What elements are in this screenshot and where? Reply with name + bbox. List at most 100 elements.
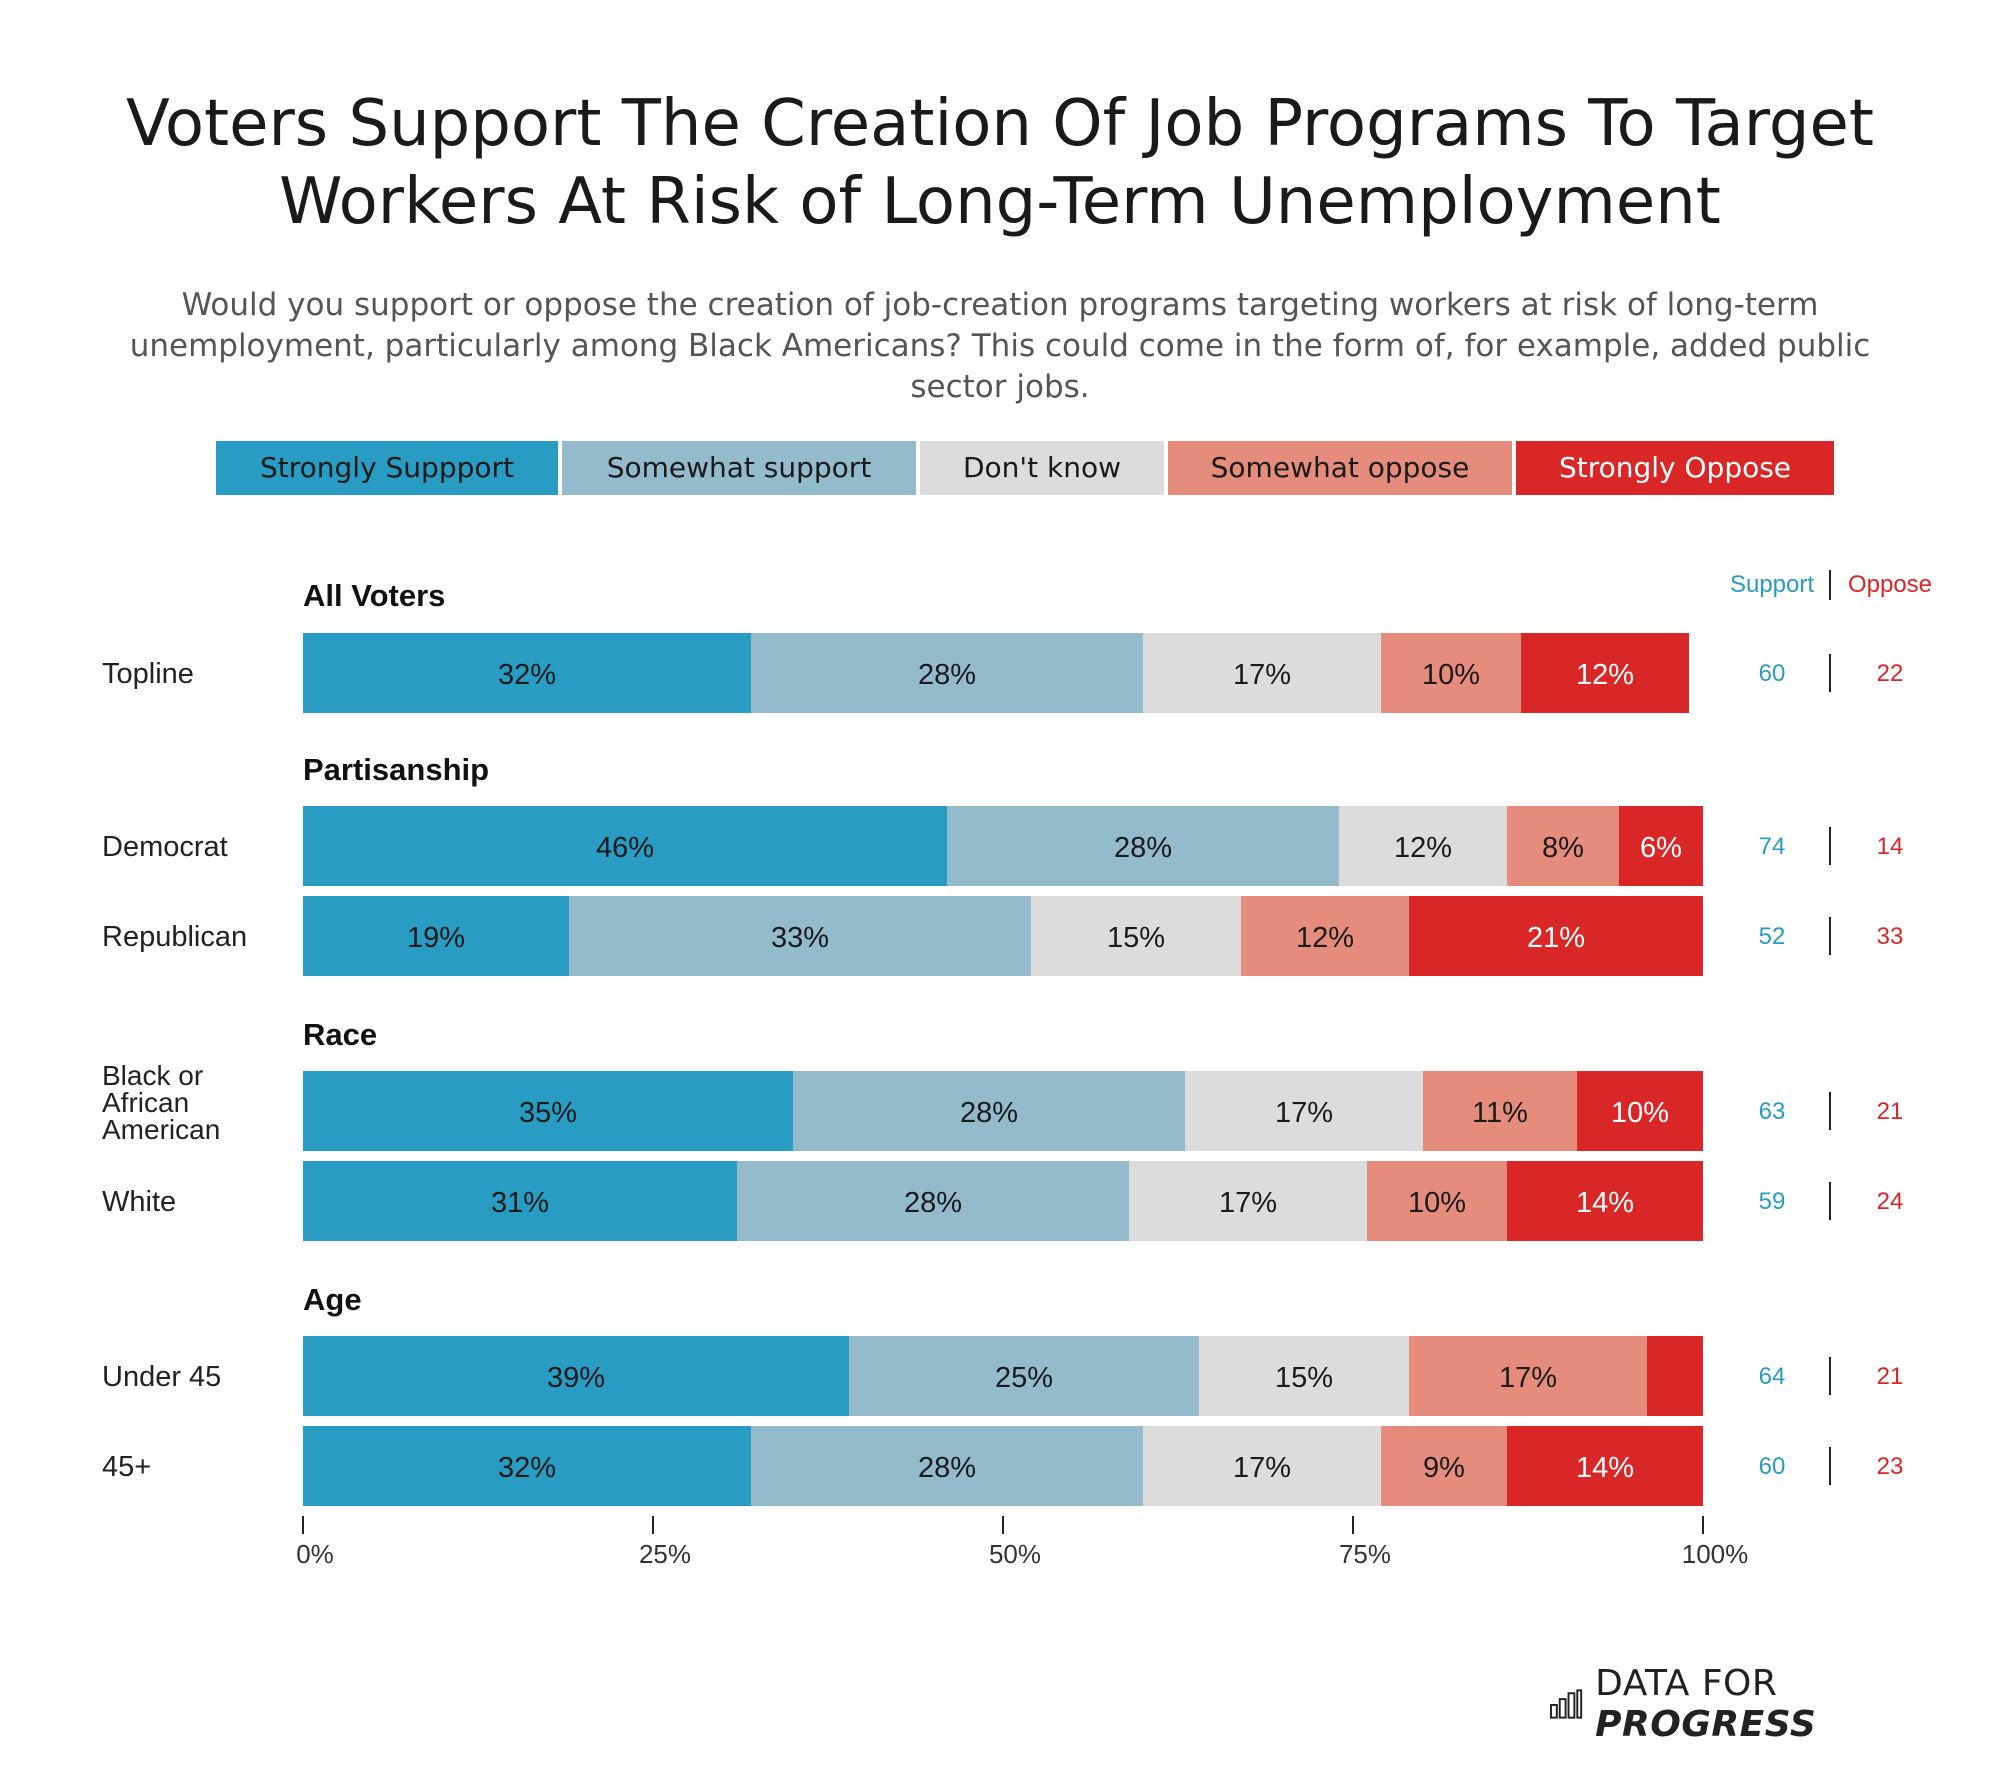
bar-segment (1339, 806, 1507, 886)
data-label: 19% (407, 922, 465, 954)
data-label: 32% (498, 659, 556, 691)
bar-segment (737, 1161, 1129, 1241)
bar-segment (1129, 1161, 1367, 1241)
bar-segment (1423, 1071, 1577, 1151)
legend-item-strongly-oppose: Strongly Oppose (1516, 441, 1834, 495)
x-tick-label: 75% (1339, 1539, 1391, 1569)
oppose-value: 33 (1877, 923, 1904, 950)
oppose-value: 22 (1877, 660, 1904, 687)
logo-text: DATA FOR PROGRESS (1595, 1663, 2000, 1745)
bar-segment (303, 1071, 793, 1151)
data-label: 17% (1219, 1187, 1277, 1219)
logo-text-normal: DATA FOR (1595, 1663, 1778, 1704)
oppose-value: 21 (1877, 1363, 1904, 1390)
support-value: 64 (1759, 1363, 1786, 1390)
row-label: Republican (102, 921, 247, 953)
data-label: 15% (1275, 1362, 1333, 1394)
bar-segment (1143, 1426, 1381, 1506)
bar-segment (1185, 1071, 1423, 1151)
data-label: 46% (596, 832, 654, 864)
data-label: 17% (1499, 1362, 1557, 1394)
data-label: 39% (547, 1362, 605, 1394)
data-label: 11% (1472, 1097, 1528, 1129)
oppose-value: 14 (1877, 833, 1904, 860)
bar-segment (751, 1426, 1143, 1506)
bar-segment (1619, 806, 1703, 886)
row-label: Democrat (102, 831, 228, 863)
support-value: 52 (1759, 923, 1786, 950)
data-label: 32% (498, 1452, 556, 1484)
bar-segment (849, 1336, 1199, 1416)
legend-item-strongly-support: Strongly Suppport (216, 441, 558, 495)
bar-segment (303, 806, 947, 886)
data-label: 12% (1576, 659, 1634, 691)
stacked-bar-chart: Support Oppose All Voters Topline 32% 28% 17% 1… (102, 570, 1932, 1569)
oppose-value: 23 (1877, 1453, 1904, 1480)
bar-chart-icon (1550, 1689, 1583, 1719)
data-label: 6% (1640, 832, 1682, 864)
bar-segment (303, 1336, 849, 1416)
bar-segment (303, 1426, 751, 1506)
bar-segment (1507, 1161, 1703, 1241)
oppose-value: 21 (1877, 1098, 1904, 1125)
row-label: White (102, 1186, 176, 1218)
bar-segment (1577, 1071, 1703, 1151)
data-label: 14% (1576, 1452, 1634, 1484)
bar-segment (1409, 1336, 1647, 1416)
x-tick-label: 100% (1682, 1539, 1749, 1569)
data-label: 25% (995, 1362, 1053, 1394)
data-label: 28% (918, 659, 976, 691)
data-for-progress-logo: DATA FOR PROGRESS (1550, 1663, 2000, 1745)
data-label: 17% (1233, 1452, 1291, 1484)
logo-text-bold: PROGRESS (1595, 1704, 1817, 1745)
data-label: 12% (1394, 832, 1452, 864)
data-label: 12% (1296, 922, 1354, 954)
bar-segment (1521, 633, 1689, 713)
bar-segment (303, 633, 751, 713)
bar-segment (1507, 806, 1619, 886)
legend-item-somewhat-support: Somewhat support (562, 441, 916, 495)
data-label: 35% (519, 1097, 577, 1129)
bar-segment (1031, 896, 1241, 976)
row-label: Under 45 (102, 1361, 221, 1393)
data-label: 28% (1114, 832, 1172, 864)
data-label: 28% (904, 1187, 962, 1219)
chart-title: Voters Support The Creation Of Job Progr… (126, 87, 1874, 239)
data-label: 17% (1275, 1097, 1333, 1129)
row-label: 45+ (102, 1451, 151, 1483)
data-label: 9% (1423, 1452, 1465, 1484)
group-heading: Partisanship (303, 752, 489, 787)
group-heading: Race (303, 1017, 377, 1052)
legend-item-somewhat-oppose: Somewhat oppose (1168, 441, 1512, 495)
bar-segment (1381, 633, 1521, 713)
support-value: 74 (1759, 833, 1786, 860)
bar-segment (303, 896, 569, 976)
chart-subtitle: Would you support or oppose the creation… (129, 287, 1871, 405)
support-value: 60 (1759, 660, 1786, 687)
support-value: 63 (1759, 1098, 1786, 1125)
bar-segment (947, 806, 1339, 886)
row-label: Black or African American (102, 1060, 220, 1145)
bar-segment (569, 896, 1031, 976)
bar-segment (1143, 633, 1381, 713)
x-tick-label: 0% (296, 1539, 334, 1569)
data-label: 31% (491, 1187, 549, 1219)
data-label: 21% (1527, 922, 1585, 954)
bar-segment (1381, 1426, 1507, 1506)
data-label: 28% (960, 1097, 1018, 1129)
support-header: Support (1730, 571, 1814, 598)
data-label: 15% (1107, 922, 1165, 954)
data-label: 33% (771, 922, 829, 954)
x-tick-label: 25% (639, 1539, 691, 1569)
support-value: 59 (1759, 1188, 1786, 1215)
group-heading: Age (303, 1282, 362, 1317)
bar-segment (1409, 896, 1703, 976)
bar-segment (303, 1161, 737, 1241)
data-label: 28% (918, 1452, 976, 1484)
data-label: 8% (1542, 832, 1584, 864)
group-heading: All Voters (303, 578, 445, 613)
bar-segment (793, 1071, 1185, 1151)
oppose-value: 24 (1877, 1188, 1904, 1215)
legend-item-dont-know: Don't know (920, 441, 1164, 495)
x-tick-label: 50% (989, 1539, 1041, 1569)
